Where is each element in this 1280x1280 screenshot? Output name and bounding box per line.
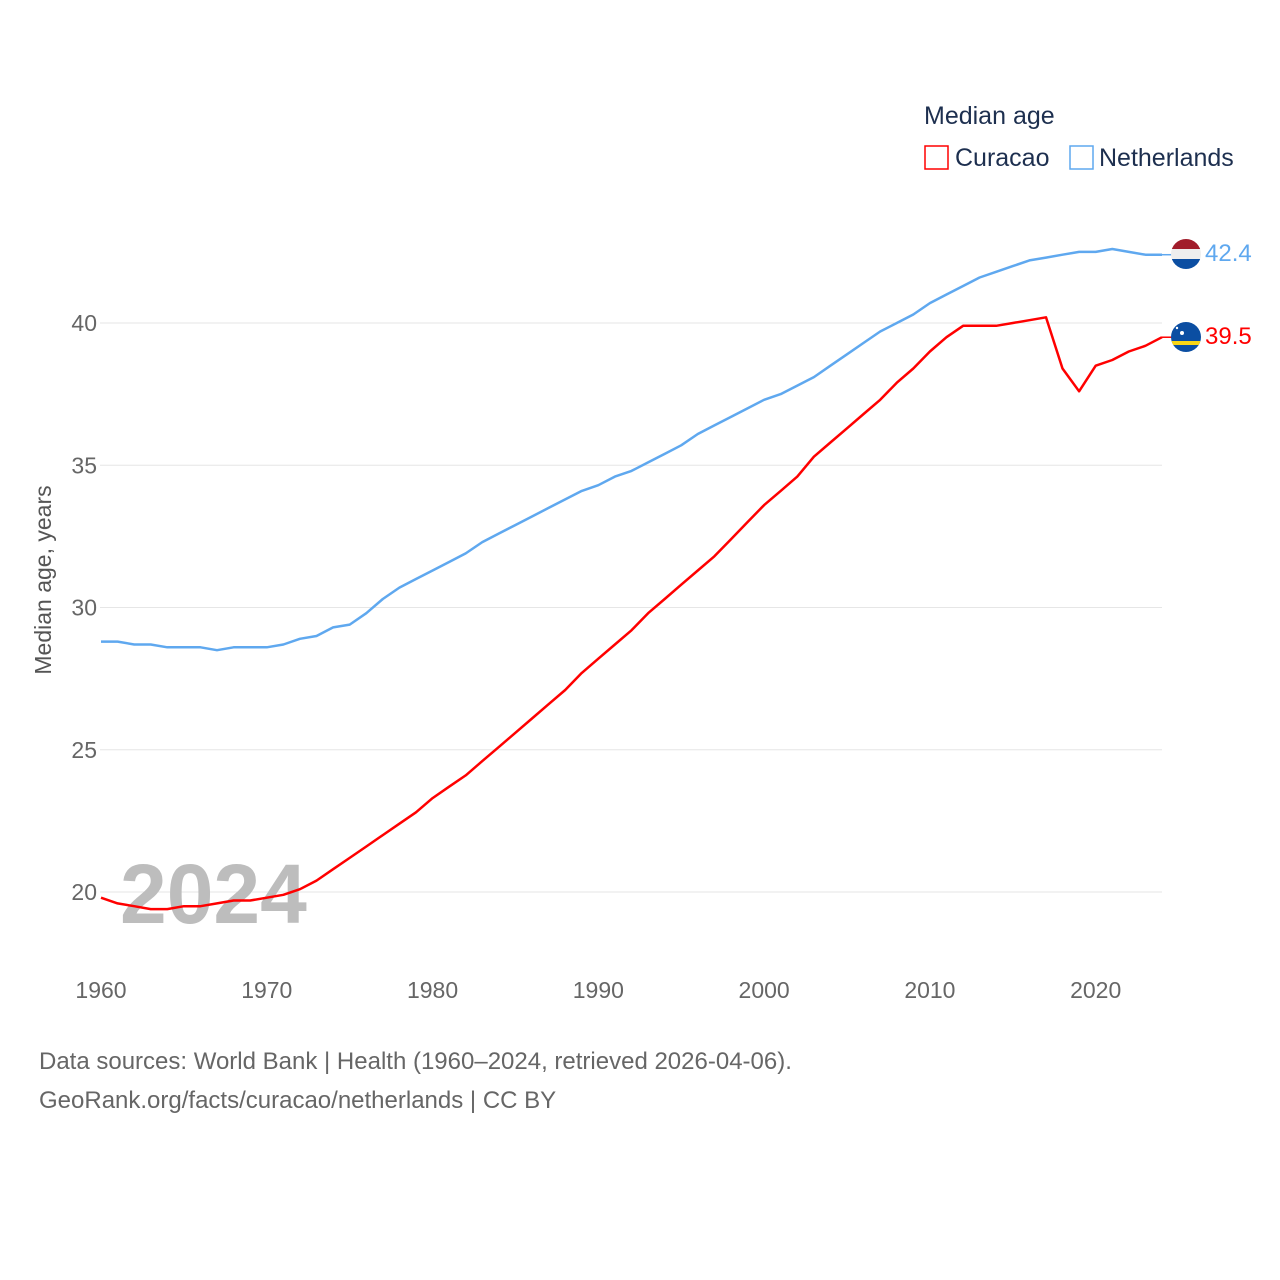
curacao-flag-icon bbox=[1171, 322, 1201, 352]
legend-swatch-curacao bbox=[924, 145, 949, 170]
legend-title: Median age bbox=[924, 102, 1055, 130]
x-tick-label: 1990 bbox=[573, 977, 624, 1003]
x-axis-ticks: 1960 1970 1980 1990 2000 2010 2020 bbox=[75, 977, 1121, 1003]
series-lines bbox=[100, 247, 1172, 911]
y-axis-label: Median age, years bbox=[30, 485, 56, 674]
current-year-watermark: 2024 bbox=[120, 847, 307, 941]
legend-swatch-netherlands bbox=[1069, 145, 1094, 170]
y-tick-label: 25 bbox=[71, 737, 97, 763]
netherlands-end-value: 42.4 bbox=[1205, 240, 1252, 267]
y-tick-label: 30 bbox=[71, 595, 97, 621]
legend: Median age Curacao Netherlands bbox=[924, 102, 1234, 172]
x-tick-label: 1980 bbox=[407, 977, 458, 1003]
grid-lines bbox=[100, 322, 1162, 893]
series-line-curacao bbox=[100, 316, 1163, 911]
x-tick-label: 1970 bbox=[241, 977, 292, 1003]
series-line-netherlands bbox=[101, 247, 1162, 652]
legend-item-netherlands[interactable]: Netherlands bbox=[1069, 144, 1234, 172]
y-tick-label: 40 bbox=[71, 310, 97, 336]
legend-item-curacao[interactable]: Curacao bbox=[924, 144, 1050, 172]
x-tick-label: 1960 bbox=[75, 977, 126, 1003]
source-line-2[interactable]: GeoRank.org/facts/curacao/netherlands | … bbox=[39, 1087, 556, 1114]
y-tick-label: 20 bbox=[71, 879, 97, 905]
y-tick-label: 35 bbox=[71, 452, 97, 478]
x-tick-label: 2010 bbox=[904, 977, 955, 1003]
legend-label-curacao: Curacao bbox=[955, 144, 1050, 172]
x-tick-label: 2020 bbox=[1070, 977, 1121, 1003]
source-line-1: Data sources: World Bank | Health (1960–… bbox=[39, 1048, 792, 1075]
curacao-end-value: 39.5 bbox=[1205, 323, 1252, 350]
legend-label-netherlands: Netherlands bbox=[1099, 144, 1234, 172]
netherlands-flag-icon bbox=[1171, 239, 1201, 269]
x-tick-label: 2000 bbox=[739, 977, 790, 1003]
y-axis-ticks: 20 25 30 35 40 bbox=[71, 310, 97, 905]
